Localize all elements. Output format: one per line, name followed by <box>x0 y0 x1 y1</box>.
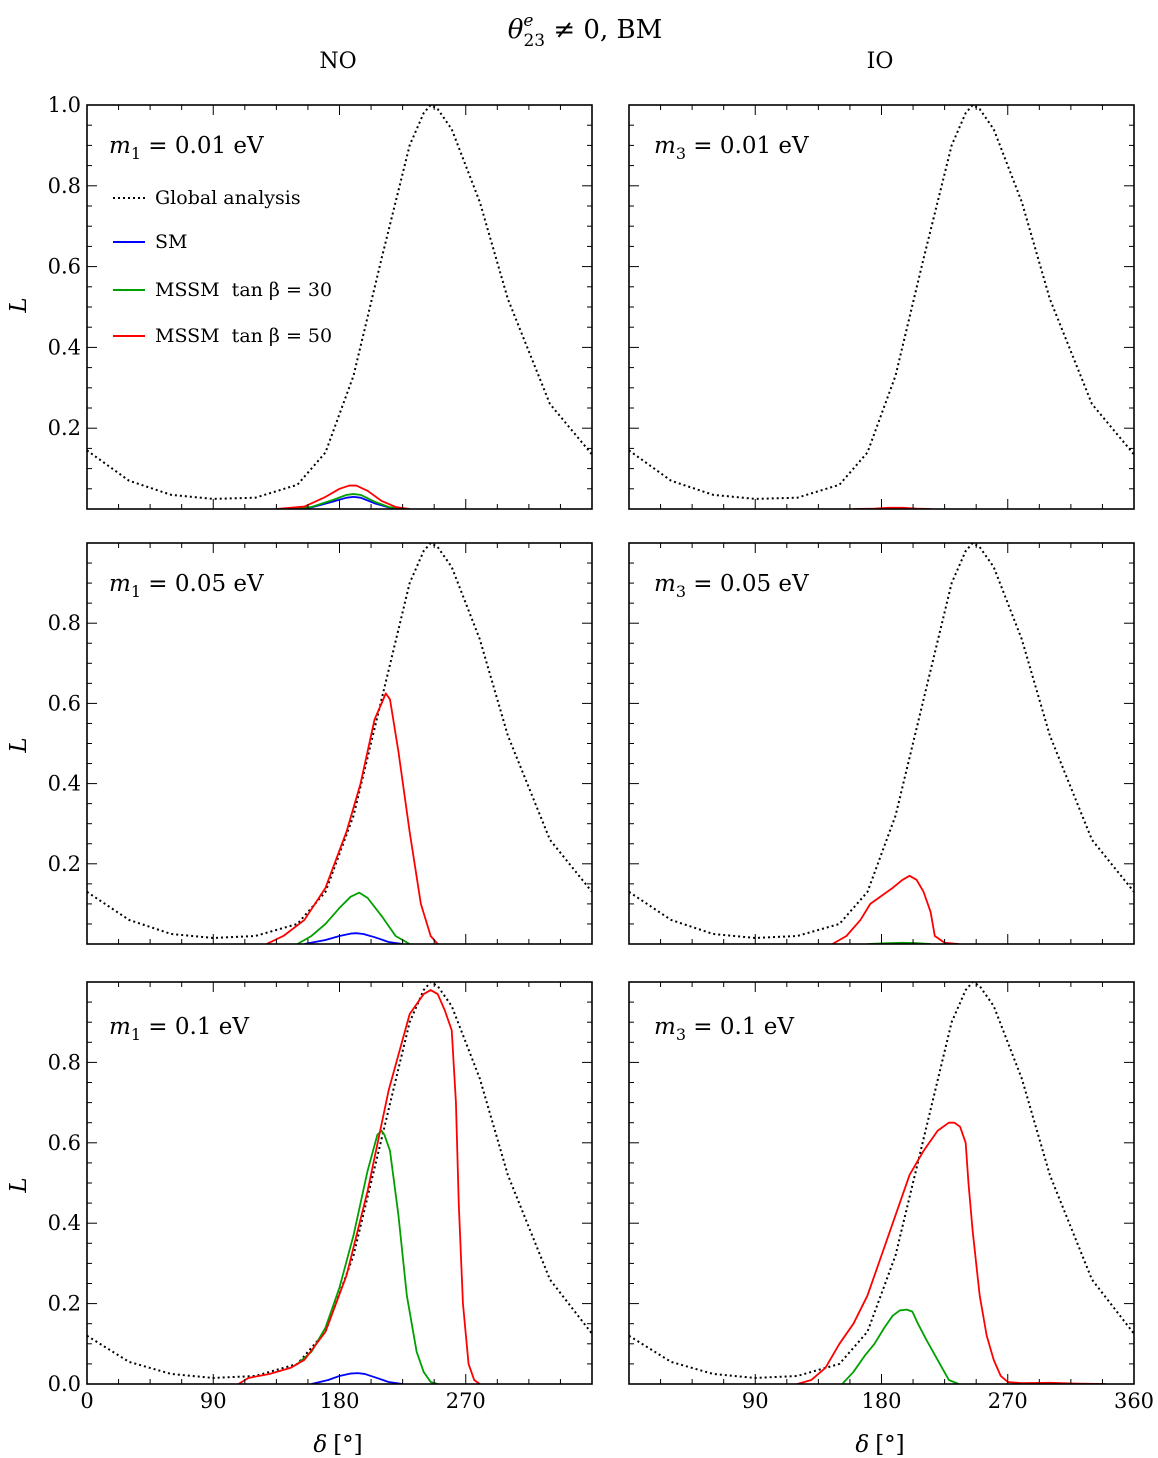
y-tick-label: 0.6 <box>48 1131 81 1155</box>
panel-frame <box>86 981 593 1385</box>
panel-frame <box>628 981 1135 1385</box>
series-line-mssm-tan-50 <box>831 874 959 944</box>
series-line-mssm-tan-50 <box>238 989 481 1384</box>
panel-no-m0-01: 0.2 0.4 0.6 0.8 1.0 m1 = 0.01 eV <box>48 93 593 510</box>
panel-no-m0-1: 0.0 0.2 0.4 0.6 0.8 0 90 180 270 m1 = 0.1 eV <box>48 981 593 1413</box>
panel-no-m0-05: 0.2 0.4 0.6 0.8 m1 = 0.05 eV <box>48 542 593 945</box>
x-axis-label-io: δ [°] <box>855 1432 904 1458</box>
panel-frame <box>628 104 1135 510</box>
y-tick-label: 0.8 <box>48 611 81 635</box>
panel-annotation: m3 = 0.01 eV <box>654 133 809 163</box>
series-line-mssm-tan-30 <box>841 1308 959 1384</box>
series-line-mssm-tan-30 <box>296 891 411 944</box>
panel-annotation: m3 = 0.05 eV <box>654 571 809 601</box>
series-line-global-analysis <box>87 105 592 500</box>
series-line-global-analysis <box>629 105 1134 500</box>
y-tick-label: 1.0 <box>48 93 81 117</box>
x-tick-label: 360 <box>1114 1389 1154 1413</box>
y-tick-label: 0.6 <box>48 255 81 279</box>
series-group <box>87 982 592 1384</box>
y-axis-label-row3: L <box>6 1177 32 1193</box>
y-tick-label: 0.4 <box>48 335 81 359</box>
panel-annotation: m1 = 0.1 eV <box>109 1014 249 1044</box>
x-tick-label: 180 <box>319 1389 359 1413</box>
legend-label-mssm50: MSSM tan β = 50 <box>155 325 332 347</box>
x-tick-label: 90 <box>200 1389 227 1413</box>
y-tick-label: 0.2 <box>48 1292 81 1316</box>
legend-label-sm: SM <box>155 231 187 253</box>
x-tick-label: 270 <box>446 1389 486 1413</box>
y-tick-label: 0.6 <box>48 691 81 715</box>
panel-frame <box>86 542 593 945</box>
column-title-no: NO <box>319 49 356 74</box>
y-axis-label-row2: L <box>6 737 32 753</box>
series-group <box>87 105 592 509</box>
legend-label-global: Global analysis <box>155 187 301 209</box>
panel-io-m0-1: 90 180 270 360 m3 = 0.1 eV <box>628 981 1154 1413</box>
series-line-mssm-tan-30 <box>283 493 403 509</box>
series-line-global-analysis <box>629 982 1134 1379</box>
series-group <box>87 543 592 944</box>
y-tick-label: 0.2 <box>48 416 81 440</box>
y-tick-label: 0.8 <box>48 174 81 198</box>
y-tick-label: 0.2 <box>48 852 81 876</box>
series-line-sm <box>304 932 403 944</box>
panel-annotation: m3 = 0.1 eV <box>654 1014 794 1044</box>
column-title-io: IO <box>867 49 894 74</box>
series-line-mssm-tan-30 <box>296 1129 438 1384</box>
series-group <box>629 105 1134 509</box>
y-tick-label: 0.4 <box>48 1211 81 1235</box>
panel-io-m0-05: m3 = 0.05 eV <box>628 542 1135 945</box>
y-tick-label: 0.4 <box>48 772 81 796</box>
panel-io-m0-01: m3 = 0.01 eV <box>628 104 1135 510</box>
y-axis-label-row1: L <box>6 297 32 313</box>
series-line-mssm-tan-50 <box>276 484 410 509</box>
panel-annotation: m1 = 0.01 eV <box>109 133 264 163</box>
series-line-global-analysis <box>629 543 1134 939</box>
y-tick-label: 0.8 <box>48 1050 81 1074</box>
y-tick-label: 0.0 <box>48 1372 81 1396</box>
x-tick-label: 90 <box>742 1389 769 1413</box>
series-line-global-analysis <box>87 982 592 1379</box>
series-line-sm <box>311 1372 403 1384</box>
series-line-mssm-tan-50 <box>797 1121 1106 1384</box>
series-group <box>629 543 1134 944</box>
series-group <box>629 982 1134 1384</box>
legend-label-mssm30: MSSM tan β = 30 <box>155 279 332 301</box>
x-tick-label: 270 <box>988 1389 1028 1413</box>
panel-frame <box>86 104 593 510</box>
x-tick-label: 0 <box>80 1389 93 1413</box>
series-line-global-analysis <box>87 543 592 939</box>
figure-title: θe 23 ≠ 0, BM <box>508 11 662 51</box>
x-tick-label: 180 <box>861 1389 901 1413</box>
panel-frame <box>628 542 1135 945</box>
x-axis-label-no: δ [°] <box>313 1432 362 1458</box>
panel-annotation: m1 = 0.05 eV <box>109 571 264 601</box>
series-line-mssm-tan-50 <box>266 692 439 944</box>
legend: Global analysis SM MSSM tan β = 30 MSSM … <box>113 187 332 347</box>
